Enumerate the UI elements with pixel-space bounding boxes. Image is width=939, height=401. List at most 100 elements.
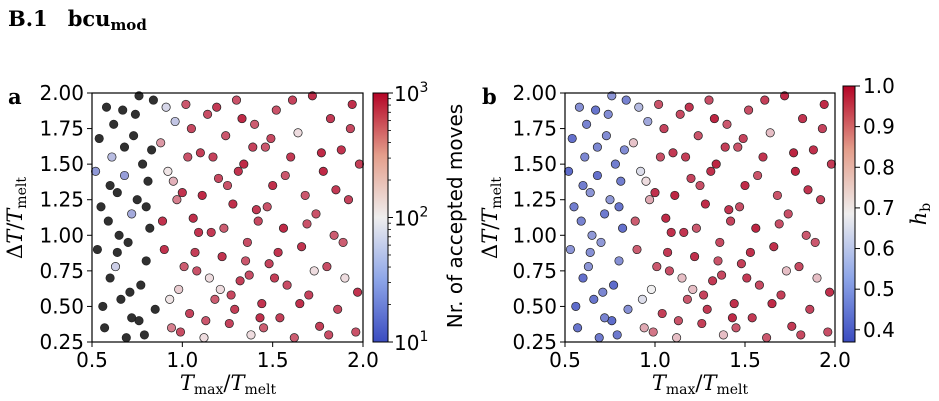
scatter-point bbox=[641, 176, 651, 186]
panel-b: 0.5 1.0 1.5 2.0 0.25 0.50 0.75 1.00 1.25 1.50 1.75… bbox=[478, 74, 934, 398]
scatter-point bbox=[316, 148, 326, 158]
panel-b-colorbar-label: hb bbox=[907, 203, 934, 226]
scatter-point bbox=[803, 185, 813, 195]
scatter-point bbox=[228, 199, 238, 209]
scatter-point bbox=[331, 185, 341, 195]
scatter-point bbox=[110, 262, 121, 272]
y-tick-label: 1.25 bbox=[512, 188, 557, 212]
scatter-point bbox=[652, 262, 662, 272]
scatter-point bbox=[170, 116, 180, 127]
scatter-point bbox=[805, 304, 815, 314]
colorbar-tick-label: 0.4 bbox=[863, 318, 895, 342]
y-tick-label: 1.00 bbox=[39, 223, 84, 247]
scatter-point bbox=[116, 294, 126, 304]
scatter-point bbox=[103, 216, 113, 226]
scatter-point bbox=[632, 244, 642, 255]
scatter-point bbox=[601, 131, 611, 141]
scatter-point bbox=[826, 159, 836, 169]
scatter-point bbox=[217, 252, 227, 262]
scatter-point bbox=[619, 145, 629, 155]
scatter-point bbox=[587, 230, 597, 240]
scatter-point bbox=[769, 242, 779, 252]
scatter-point bbox=[210, 294, 220, 304]
scatter-point bbox=[213, 173, 224, 183]
scatter-point bbox=[242, 237, 252, 247]
scatter-point bbox=[585, 247, 595, 257]
scatter-point bbox=[105, 180, 115, 191]
scatter-point bbox=[177, 188, 187, 198]
scatter-point bbox=[796, 330, 806, 340]
scatter-point bbox=[172, 195, 182, 205]
scatter-point bbox=[650, 188, 660, 198]
scatter-point bbox=[783, 209, 793, 219]
scatter-point bbox=[268, 180, 278, 191]
scatter-point bbox=[248, 142, 258, 152]
scatter-point bbox=[244, 270, 254, 280]
scatter-point bbox=[753, 170, 763, 181]
scatter-point bbox=[812, 273, 822, 283]
scatter-point bbox=[774, 219, 784, 229]
scatter-point bbox=[787, 321, 797, 331]
scatter-point bbox=[188, 213, 198, 223]
scatter-point bbox=[801, 230, 811, 240]
scatter-point bbox=[765, 128, 775, 138]
scatter-point bbox=[646, 284, 656, 294]
scatter-point bbox=[150, 304, 160, 314]
scatter-point bbox=[280, 170, 290, 181]
scatter-point bbox=[136, 280, 146, 290]
y-tick-label: 0.75 bbox=[512, 259, 557, 283]
scatter-point bbox=[733, 142, 743, 152]
scatter-point bbox=[612, 330, 622, 340]
colorbar-tick-label: 0.8 bbox=[863, 155, 895, 179]
scatter-point bbox=[175, 327, 186, 337]
scatter-point bbox=[600, 209, 610, 219]
scatter-point bbox=[250, 119, 260, 129]
scatter-point bbox=[241, 256, 251, 266]
scatter-point bbox=[121, 333, 131, 343]
scatter-point bbox=[670, 190, 680, 200]
scatter-point bbox=[157, 216, 168, 226]
scatter-point bbox=[253, 216, 263, 226]
scatter-point bbox=[578, 273, 588, 283]
scatter-point bbox=[282, 280, 292, 290]
scatter-point bbox=[275, 313, 285, 323]
scatter-point bbox=[230, 304, 240, 314]
panel-b-ticks: 0.5 1.0 1.5 2.0 0.25 0.50 0.75 1.00 1.25 1.50 1.75… bbox=[512, 81, 850, 372]
x-tick-label: 1.5 bbox=[257, 348, 289, 372]
scatter-point bbox=[141, 256, 151, 266]
y-tick-label: 2.00 bbox=[512, 81, 557, 105]
scatter-point bbox=[592, 142, 602, 152]
scatter-point bbox=[659, 124, 669, 134]
scatter-point bbox=[736, 259, 746, 269]
scatter-point bbox=[717, 270, 727, 280]
y-tick-label: 1.75 bbox=[39, 117, 84, 141]
y-tick-label: 1.25 bbox=[39, 188, 84, 212]
scatter-point bbox=[596, 237, 606, 247]
scatter-point bbox=[215, 284, 225, 294]
scatter-point bbox=[729, 299, 739, 309]
scatter-point bbox=[112, 188, 122, 198]
scatter-point bbox=[747, 313, 757, 323]
scatter-point bbox=[118, 105, 128, 115]
scatter-point bbox=[758, 152, 768, 162]
x-tick-label: 0.5 bbox=[549, 348, 581, 372]
panel-a-colorbar-ticks: 101 102 103 bbox=[388, 80, 428, 355]
scatter-point bbox=[823, 327, 833, 337]
scatter-point bbox=[112, 247, 122, 257]
scatter-point bbox=[255, 313, 265, 323]
scatter-point bbox=[693, 131, 703, 141]
scatter-point bbox=[603, 109, 613, 119]
colorbar-tick-label: 103 bbox=[394, 80, 428, 106]
scatter-point bbox=[690, 252, 700, 262]
scatter-point bbox=[239, 159, 249, 169]
panel-a-label: a bbox=[8, 84, 22, 109]
colorbar-tick-label: 102 bbox=[394, 205, 428, 231]
panel-a-frame bbox=[91, 92, 364, 343]
scatter-point bbox=[222, 180, 233, 191]
scatter-point bbox=[287, 95, 298, 105]
scatter-point bbox=[329, 230, 339, 240]
scatter-point bbox=[101, 102, 112, 112]
panel-b-points bbox=[564, 91, 836, 343]
scatter-point bbox=[718, 330, 728, 340]
scatter-point bbox=[564, 166, 574, 176]
